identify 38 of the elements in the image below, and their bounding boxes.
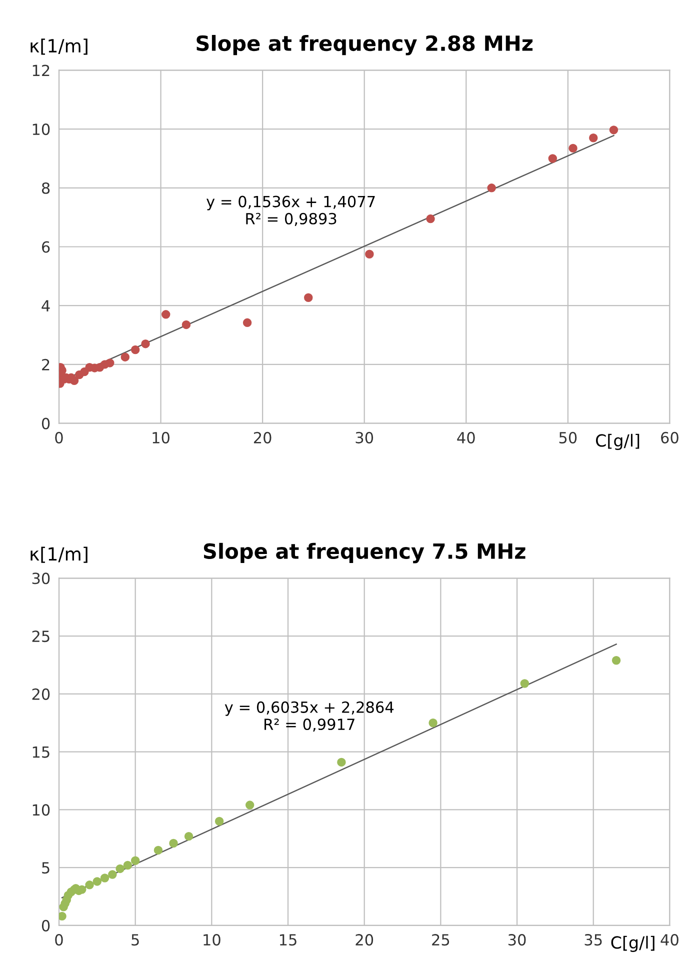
annotation: y = 0,1536x + 1,4077 R² = 0,9893 [206,196,375,226]
y-tick-label: 0 [42,920,50,932]
x-tick-label: 10 [204,934,220,946]
x-tick-label: 40 [660,934,678,946]
x-tick-label: 30 [508,934,526,946]
chart-title: Slope at frequency 7.5 MHz [204,542,526,564]
x-tick-label: 40 [457,432,475,444]
x-tick-label: 5 [132,934,139,946]
y-tick-label: 0 [42,418,50,430]
x-tick-label: 0 [55,934,63,946]
x-tick-label: 50 [559,432,577,444]
x-tick-label: 35 [584,934,602,946]
y-tick-label: 15 [32,746,50,758]
chart-title: Slope at frequency 2.88 MHz [196,34,533,56]
x-tick-label: 20 [356,934,374,946]
x-axis-title: C[g/l] [611,936,654,952]
y-tick-label: 10 [32,804,50,816]
y-tick-label: 10 [32,124,50,136]
y-tick-label: 20 [32,688,50,700]
x-tick-label: 30 [356,432,374,444]
x-axis-title: C[g/l] [596,434,640,450]
y-tick-label: 2 [42,358,50,370]
x-tick-label: 10 [152,432,170,444]
annotation: y = 0,6035x + 2,2864 R² = 0,9917 [224,701,394,732]
y-axis-title: κ[1/m] [30,38,88,55]
y-tick-label: 4 [42,300,50,312]
y-axis-title: κ[1/m] [30,546,88,563]
x-tick-label: 25 [432,934,450,946]
y-tick-label: 5 [42,862,50,874]
x-tick-label: 20 [254,432,272,444]
y-tick-label: 25 [32,630,50,642]
y-tick-label: 30 [32,572,50,584]
y-tick-label: 12 [32,64,50,76]
x-tick-label: 0 [55,432,63,444]
x-tick-label: 60 [661,432,678,444]
y-tick-label: 6 [42,241,50,253]
x-tick-label: 15 [280,934,296,946]
y-tick-label: 8 [42,182,50,194]
